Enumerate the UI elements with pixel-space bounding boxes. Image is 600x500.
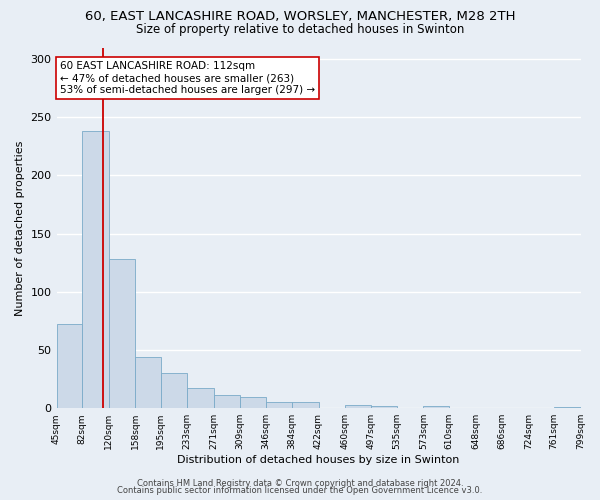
Bar bbox=[214, 396, 240, 408]
Text: 60, EAST LANCASHIRE ROAD, WORSLEY, MANCHESTER, M28 2TH: 60, EAST LANCASHIRE ROAD, WORSLEY, MANCH… bbox=[85, 10, 515, 23]
Text: Contains public sector information licensed under the Open Government Licence v3: Contains public sector information licen… bbox=[118, 486, 482, 495]
Text: 60 EAST LANCASHIRE ROAD: 112sqm
← 47% of detached houses are smaller (263)
53% o: 60 EAST LANCASHIRE ROAD: 112sqm ← 47% of… bbox=[60, 62, 315, 94]
Bar bbox=[240, 396, 266, 408]
X-axis label: Distribution of detached houses by size in Swinton: Distribution of detached houses by size … bbox=[178, 455, 460, 465]
Bar bbox=[371, 406, 397, 408]
Bar bbox=[82, 132, 109, 408]
Bar bbox=[266, 402, 292, 408]
Bar bbox=[109, 260, 135, 408]
Bar bbox=[135, 357, 161, 408]
Bar bbox=[161, 374, 187, 408]
Bar bbox=[424, 406, 449, 408]
Bar bbox=[56, 324, 82, 408]
Y-axis label: Number of detached properties: Number of detached properties bbox=[15, 140, 25, 316]
Bar bbox=[345, 404, 371, 408]
Bar bbox=[292, 402, 319, 408]
Bar bbox=[554, 407, 581, 408]
Text: Contains HM Land Registry data © Crown copyright and database right 2024.: Contains HM Land Registry data © Crown c… bbox=[137, 478, 463, 488]
Text: Size of property relative to detached houses in Swinton: Size of property relative to detached ho… bbox=[136, 22, 464, 36]
Bar bbox=[187, 388, 214, 408]
